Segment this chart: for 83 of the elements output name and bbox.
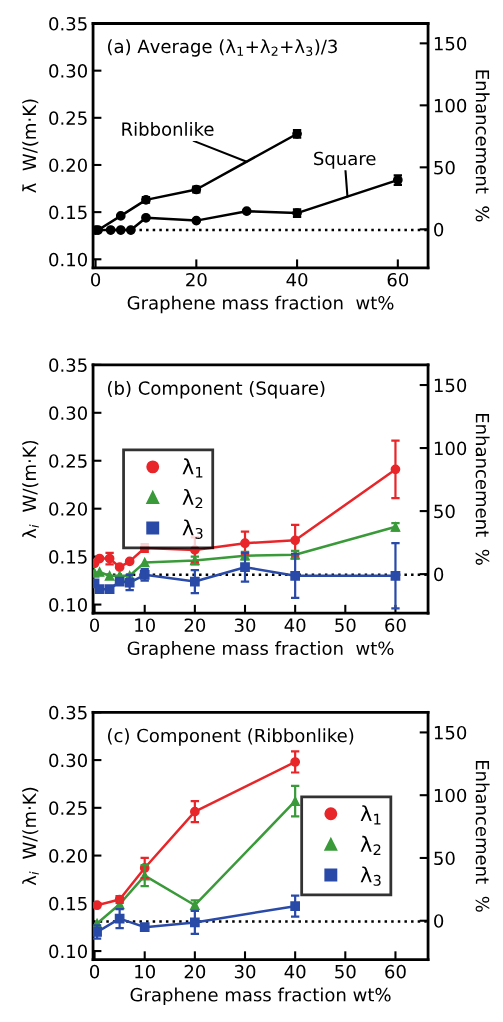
y2-tick-label: 150	[434, 36, 467, 51]
x-tick-label: 30	[234, 964, 256, 979]
text: (a) Average (λ$_{1}$+λ$_{2}$+λ$_{3}$)/3	[108, 39, 337, 57]
legend-label: λ$_{3}$	[360, 866, 381, 886]
text: Ribbonlike	[122, 121, 214, 136]
y-tick-label: 0.20	[49, 158, 87, 173]
point	[191, 215, 202, 226]
x-tick-label: 0	[90, 618, 100, 633]
legend-label: λ$_{2}$	[360, 835, 381, 856]
y-axis-title: λ$_{i}$ W/(m·K)	[22, 440, 39, 539]
y2-tick-label: 0	[434, 222, 444, 237]
x-tick-label: 40	[284, 618, 306, 633]
y2-tick-label: 50	[434, 160, 455, 175]
x-axis-title: Graphene mass fraction wt%	[127, 295, 394, 314]
y2-tick-label: 0	[434, 914, 444, 928]
x-tick-label: 20	[184, 618, 206, 633]
point	[241, 206, 252, 217]
point	[94, 553, 105, 564]
y2-tick-label: 0	[434, 567, 444, 582]
y-tick-label: 0.25	[49, 454, 87, 468]
point	[115, 225, 126, 235]
y-tick-label: 0.25	[49, 111, 87, 125]
y-tick-label: 0.20	[49, 849, 87, 863]
y2-tick-label: 100	[434, 441, 467, 456]
legend-label: λ$_{2}$	[182, 488, 203, 509]
text: (b) Component (Square)	[108, 380, 325, 399]
legend-label: λ$_{1}$	[360, 805, 381, 825]
point	[94, 584, 105, 595]
x-tick-label: 60	[385, 618, 406, 633]
y2-axis-title: Enhancement %	[475, 760, 490, 912]
legend-label: λ$_{1}$	[182, 458, 203, 478]
text: (c) Component (Ribbonlike)	[108, 728, 354, 746]
x-tick-label: 60	[387, 272, 409, 287]
y-tick-label: 0.10	[49, 252, 87, 267]
point	[93, 900, 102, 911]
y2-axis-title: Enhancement %	[475, 70, 490, 222]
point	[104, 584, 115, 595]
point	[115, 211, 126, 221]
y2-tick-label: 100	[434, 98, 467, 113]
y-tick-label: 0.30	[49, 406, 87, 420]
point	[124, 556, 135, 567]
x-tick-label: 40	[284, 964, 306, 979]
y-tick-label: 0.15	[49, 205, 87, 220]
point	[114, 562, 125, 573]
x-axis-title: Graphene mass fraction wt%	[127, 641, 394, 659]
y-tick-label: 0.30	[49, 753, 87, 768]
y-axis-title: λ$_{i}$ W/(m·K)	[22, 787, 39, 886]
y-tick-label: 0.10	[49, 944, 87, 959]
y-tick-label: 0.15	[49, 896, 87, 911]
y-tick-label: 0.25	[49, 801, 87, 815]
x-tick-label: 20	[184, 964, 206, 979]
point	[139, 922, 150, 933]
y2-axis-title: Enhancement %	[475, 413, 490, 565]
x-tick-label: 10	[135, 964, 155, 979]
legend-label: λ$_{3}$	[182, 519, 203, 539]
point	[141, 212, 151, 223]
point	[125, 225, 136, 235]
x-tick-label: 60	[385, 964, 406, 979]
y-tick-label: 0.35	[49, 16, 87, 31]
y-tick-label: 0.30	[49, 64, 87, 78]
y-tick-label: 0.20	[49, 502, 87, 516]
y2-tick-label: 100	[434, 788, 467, 803]
y-tick-label: 0.10	[49, 598, 87, 612]
x-tick-label: 10	[135, 618, 155, 633]
x-tick-label: 30	[234, 618, 256, 633]
x-tick-label: 0	[91, 272, 101, 287]
point	[104, 570, 115, 581]
y2-tick-label: 50	[434, 851, 455, 866]
y-tick-label: 0.35	[49, 358, 87, 372]
x-axis-title: Graphene mass fraction wt%	[130, 987, 391, 1006]
y-tick-label: 0.15	[49, 550, 87, 564]
y-axis-title: λ̄ W/(m·K)	[22, 99, 39, 193]
series-label: Square	[314, 151, 376, 169]
y-tick-label: 0.35	[49, 705, 87, 720]
x-tick-label: 20	[186, 272, 207, 287]
x-tick-label: 50	[335, 964, 356, 979]
point	[105, 225, 116, 235]
y2-tick-label: 150	[434, 378, 467, 393]
y2-tick-label: 50	[434, 504, 455, 519]
x-tick-label: 0	[90, 964, 100, 979]
x-tick-label: 40	[286, 272, 308, 287]
y2-tick-label: 150	[434, 725, 467, 740]
x-tick-label: 50	[335, 618, 356, 633]
